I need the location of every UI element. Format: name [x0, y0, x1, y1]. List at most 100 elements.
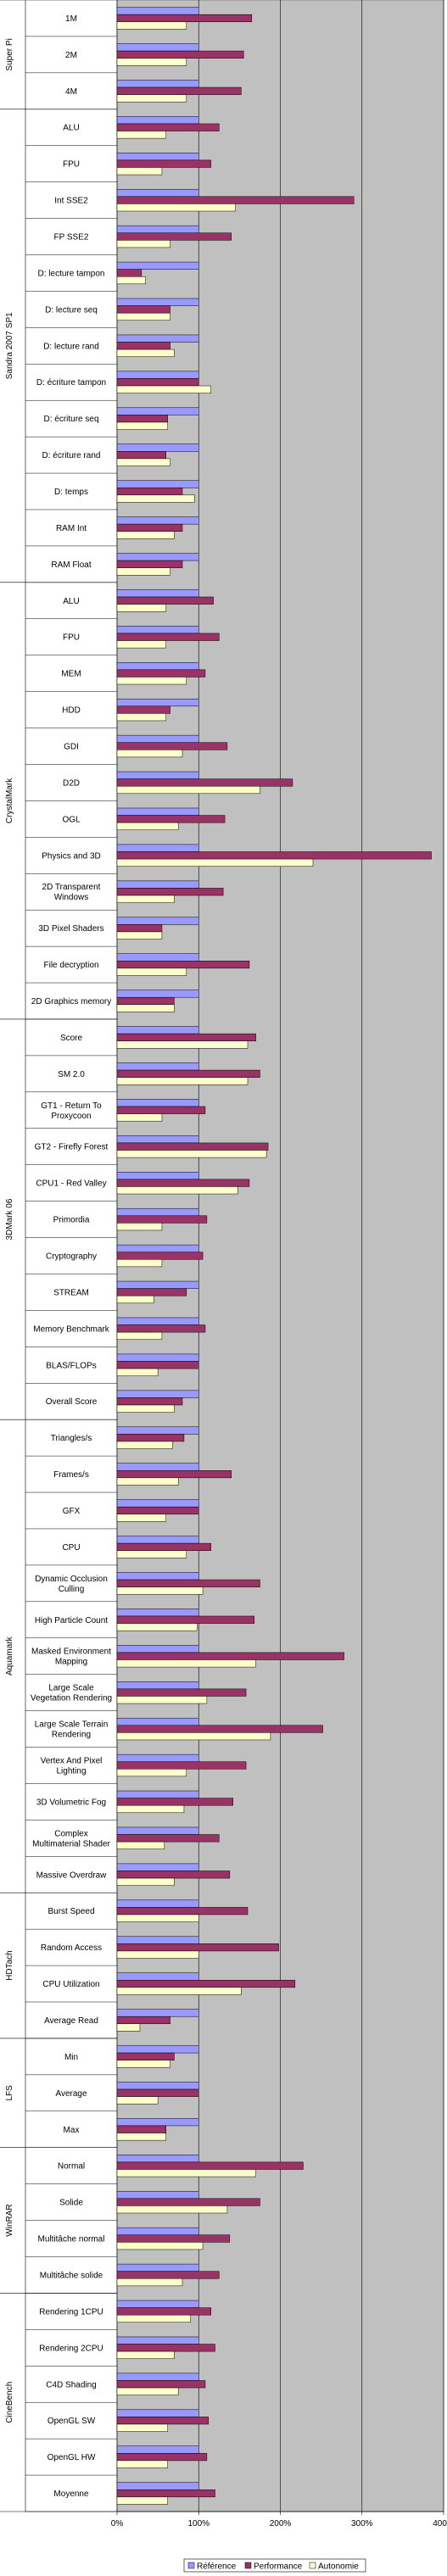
bar-autonomie [116, 640, 166, 649]
bar-autonomie [116, 167, 163, 176]
category-label: Min [64, 2053, 78, 2062]
category-label: ALU [63, 597, 79, 606]
x-axis-ticks: 0% 100% 200% 300% 400% [111, 2511, 447, 2529]
category-label: Dynamic Occlusion Culling [35, 1575, 108, 1594]
bar-rfrence [116, 1754, 199, 1762]
bar-autonomie [116, 94, 187, 103]
bar-autonomie [116, 2023, 141, 2032]
category-label: Overall Score [46, 1397, 98, 1407]
bar-performance [116, 1798, 233, 1806]
bar-autonomie [116, 21, 187, 30]
bar-performance [116, 705, 170, 714]
category-label: ALU [63, 124, 79, 133]
bar-rfrence [116, 261, 199, 270]
bar-rfrence [116, 1609, 199, 1617]
bar-performance [116, 1142, 269, 1151]
bar-autonomie [116, 931, 163, 940]
bar-rfrence [116, 2263, 199, 2272]
bar-autonomie [116, 1441, 173, 1449]
category-label: D2D [63, 778, 80, 788]
bar-rfrence [116, 734, 199, 743]
legend-box [183, 2558, 366, 2573]
category-label: D: lecture seq [45, 305, 98, 315]
x-tick-label: 300% [351, 2519, 373, 2529]
bar-performance [116, 560, 183, 568]
bar-autonomie [116, 604, 166, 612]
bar-performance [116, 2344, 215, 2352]
category-label: MEM [61, 670, 81, 679]
bar-performance [116, 1652, 344, 1660]
category-label: OpenGL SW [47, 2417, 96, 2426]
bar-autonomie [116, 895, 175, 903]
bar-rfrence [116, 662, 199, 671]
bar-rfrence [116, 2082, 199, 2090]
bar-autonomie [116, 2133, 166, 2141]
bar-performance [116, 1725, 323, 1733]
category-label: High Particle Count [35, 1616, 108, 1625]
bar-autonomie [116, 458, 170, 466]
bar-autonomie [116, 2242, 204, 2250]
category-label: HDD [62, 706, 81, 716]
bar-autonomie [116, 131, 166, 139]
bar-performance [116, 1288, 187, 1296]
bar-rfrence [116, 2045, 199, 2054]
bar-autonomie [116, 1477, 179, 1486]
category-label: OpenGL HW [47, 2453, 96, 2462]
bar-rfrence [116, 2227, 199, 2236]
bar-rfrence [116, 80, 199, 88]
bar-rfrence [116, 1463, 199, 1471]
bar-rfrence [116, 2300, 199, 2308]
bar-autonomie [116, 2169, 256, 2177]
bar-performance [116, 669, 206, 677]
bar-autonomie [116, 494, 195, 503]
bar-performance [116, 196, 355, 204]
category-label: D: lecture rand [43, 342, 99, 351]
category-label: File decryption [43, 961, 98, 970]
bar-performance [116, 1361, 199, 1369]
bar-rfrence [116, 2118, 199, 2127]
bar-autonomie [116, 1368, 159, 1376]
bar-performance [116, 2380, 206, 2389]
category-label: Average Read [44, 2016, 98, 2026]
bar-rfrence [116, 626, 199, 634]
bar-autonomie [116, 1804, 185, 1814]
bar-autonomie [116, 531, 175, 539]
bar-autonomie [116, 677, 187, 685]
group-label: HDTach [5, 1950, 14, 1981]
bar-autonomie [116, 1623, 198, 1631]
bar-rfrence [116, 1572, 199, 1581]
category-label: Rendering 2CPU [39, 2344, 103, 2353]
bar-autonomie [116, 1113, 163, 1122]
bar-performance [116, 50, 244, 59]
group-label: Aquamark [5, 1636, 14, 1676]
category-label: Physics and 3D [42, 851, 100, 861]
legend: Référence Performance Autonomie [183, 2558, 366, 2573]
bar-rfrence [116, 990, 199, 998]
bar-autonomie [116, 858, 314, 867]
category-label: Multitâche solide [40, 2271, 103, 2280]
bar-performance [116, 2125, 166, 2133]
bar-performance [116, 2234, 231, 2243]
bar-performance [116, 1069, 260, 1078]
category-label: D: écriture rand [42, 451, 101, 460]
bar-autonomie [116, 276, 146, 285]
bar-performance [116, 2489, 215, 2498]
legend-swatch [187, 2562, 195, 2569]
legend-swatch [244, 2562, 252, 2569]
group-label: WinRAR [5, 2204, 14, 2236]
bar-autonomie [116, 1040, 249, 1049]
bar-performance [116, 1761, 247, 1770]
bar-autonomie [116, 2460, 168, 2468]
category-label: CPU1 - Red Valley [36, 1179, 106, 1189]
bar-performance [116, 1215, 208, 1224]
bar-autonomie [116, 1841, 165, 1849]
bar-rfrence [116, 1899, 199, 1908]
bar-rfrence [116, 2336, 199, 2345]
bar-rfrence [116, 771, 199, 779]
bar-rfrence [116, 1099, 199, 1107]
bar-performance [116, 1252, 204, 1260]
group-labels: Super Pi Sandra 2007 SP1 CrystalMark 3DMark… [0, 0, 117, 2512]
bar-autonomie [116, 785, 260, 795]
category-label: GDI [64, 743, 79, 752]
bar-autonomie [116, 58, 187, 66]
